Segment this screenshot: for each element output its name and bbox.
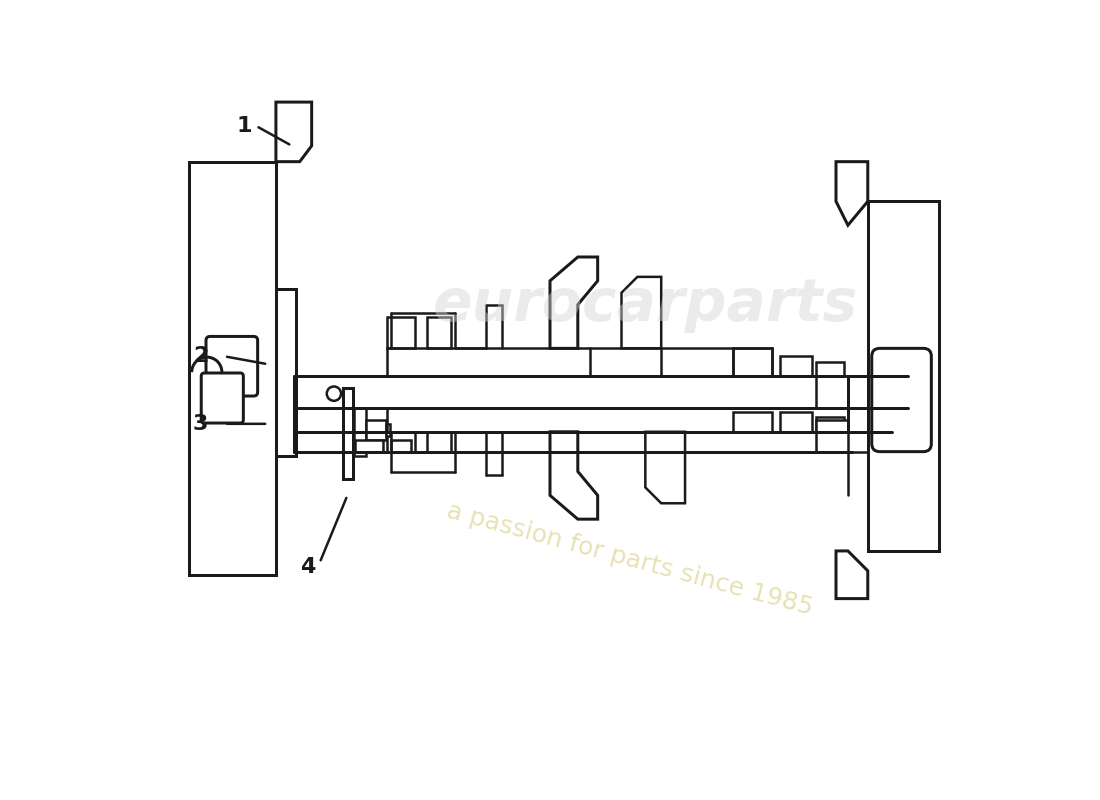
Bar [427,317,451,348]
Bar [868,202,939,551]
Text: eurocarparts: eurocarparts [432,276,858,333]
Polygon shape [550,432,597,519]
Bar [386,424,389,436]
Polygon shape [276,102,311,162]
Text: a passion for parts since 1985: a passion for parts since 1985 [443,498,815,619]
FancyBboxPatch shape [872,348,932,452]
Bar [188,162,276,574]
Polygon shape [646,432,685,503]
Bar [733,412,772,432]
Bar [816,420,848,452]
Bar [387,432,415,452]
Polygon shape [836,162,868,226]
FancyBboxPatch shape [206,337,257,396]
Text: 1: 1 [236,116,252,136]
Bar [343,388,353,479]
Text: 4: 4 [300,557,316,577]
Bar [427,432,451,452]
Bar [354,408,365,456]
Text: 3: 3 [192,414,208,434]
Bar [365,420,386,440]
Bar [387,317,415,348]
Bar [816,418,844,432]
Bar [816,376,848,408]
Polygon shape [621,277,661,348]
Bar [780,412,812,432]
Bar [392,440,411,452]
Polygon shape [550,257,597,348]
FancyBboxPatch shape [201,373,243,423]
Bar [276,289,296,456]
Bar [355,440,383,452]
Bar [816,362,844,376]
Bar [733,348,772,376]
Polygon shape [836,551,868,598]
Bar [780,356,812,376]
Text: 2: 2 [192,346,208,366]
